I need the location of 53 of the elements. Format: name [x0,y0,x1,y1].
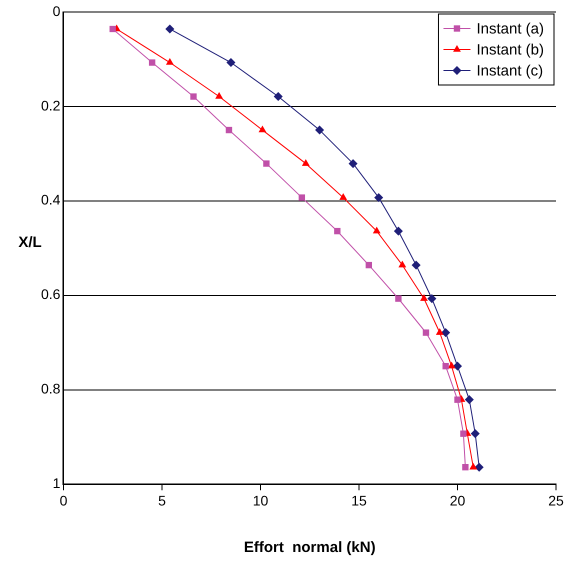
point [464,395,474,404]
point [454,396,461,403]
point [448,362,456,368]
point [422,329,430,336]
y-tick-label: 0.4 [40,192,61,208]
point [398,260,406,268]
point [469,462,478,470]
point [258,126,266,132]
point [395,295,402,302]
point [372,226,381,234]
point [165,24,174,34]
y-tick-label: 0.6 [40,286,61,302]
point [452,362,462,371]
point [302,159,310,166]
point [263,160,270,167]
x-tick-label: 15 [351,492,367,508]
point [298,194,306,201]
point [339,193,348,200]
point [412,260,421,270]
x-axis-title: Effort normal (kN) [244,539,376,556]
point [226,58,236,68]
point [166,58,174,65]
point [315,126,324,135]
legend-label: Instant (a) [476,20,544,38]
x-tick-label: 25 [548,492,564,508]
point [334,228,340,234]
x-tick-label: 10 [252,492,268,508]
y-axis-title: X/L [18,234,42,252]
point [394,226,403,236]
x-tick-label: 5 [158,492,166,508]
point [420,294,428,301]
point [366,262,372,268]
point [470,429,480,438]
point [441,328,450,338]
point [460,430,467,437]
point [474,462,484,472]
point [462,464,469,470]
point [427,294,436,304]
legend-label: Instant (c) [476,62,544,80]
point [215,92,223,99]
point [274,92,283,102]
y-tick-label: 0.8 [40,380,61,397]
y-tick-label: 1 [52,475,61,492]
point [374,193,384,202]
y-tick-label: 0.2 [40,97,61,114]
y-tick-label: 0 [52,2,61,19]
point [348,159,358,168]
point [436,328,444,335]
point [110,26,116,32]
x-tick-label: 20 [450,492,466,508]
legend-label: Instant (b) [476,42,544,59]
point [442,362,449,370]
point [148,59,156,66]
